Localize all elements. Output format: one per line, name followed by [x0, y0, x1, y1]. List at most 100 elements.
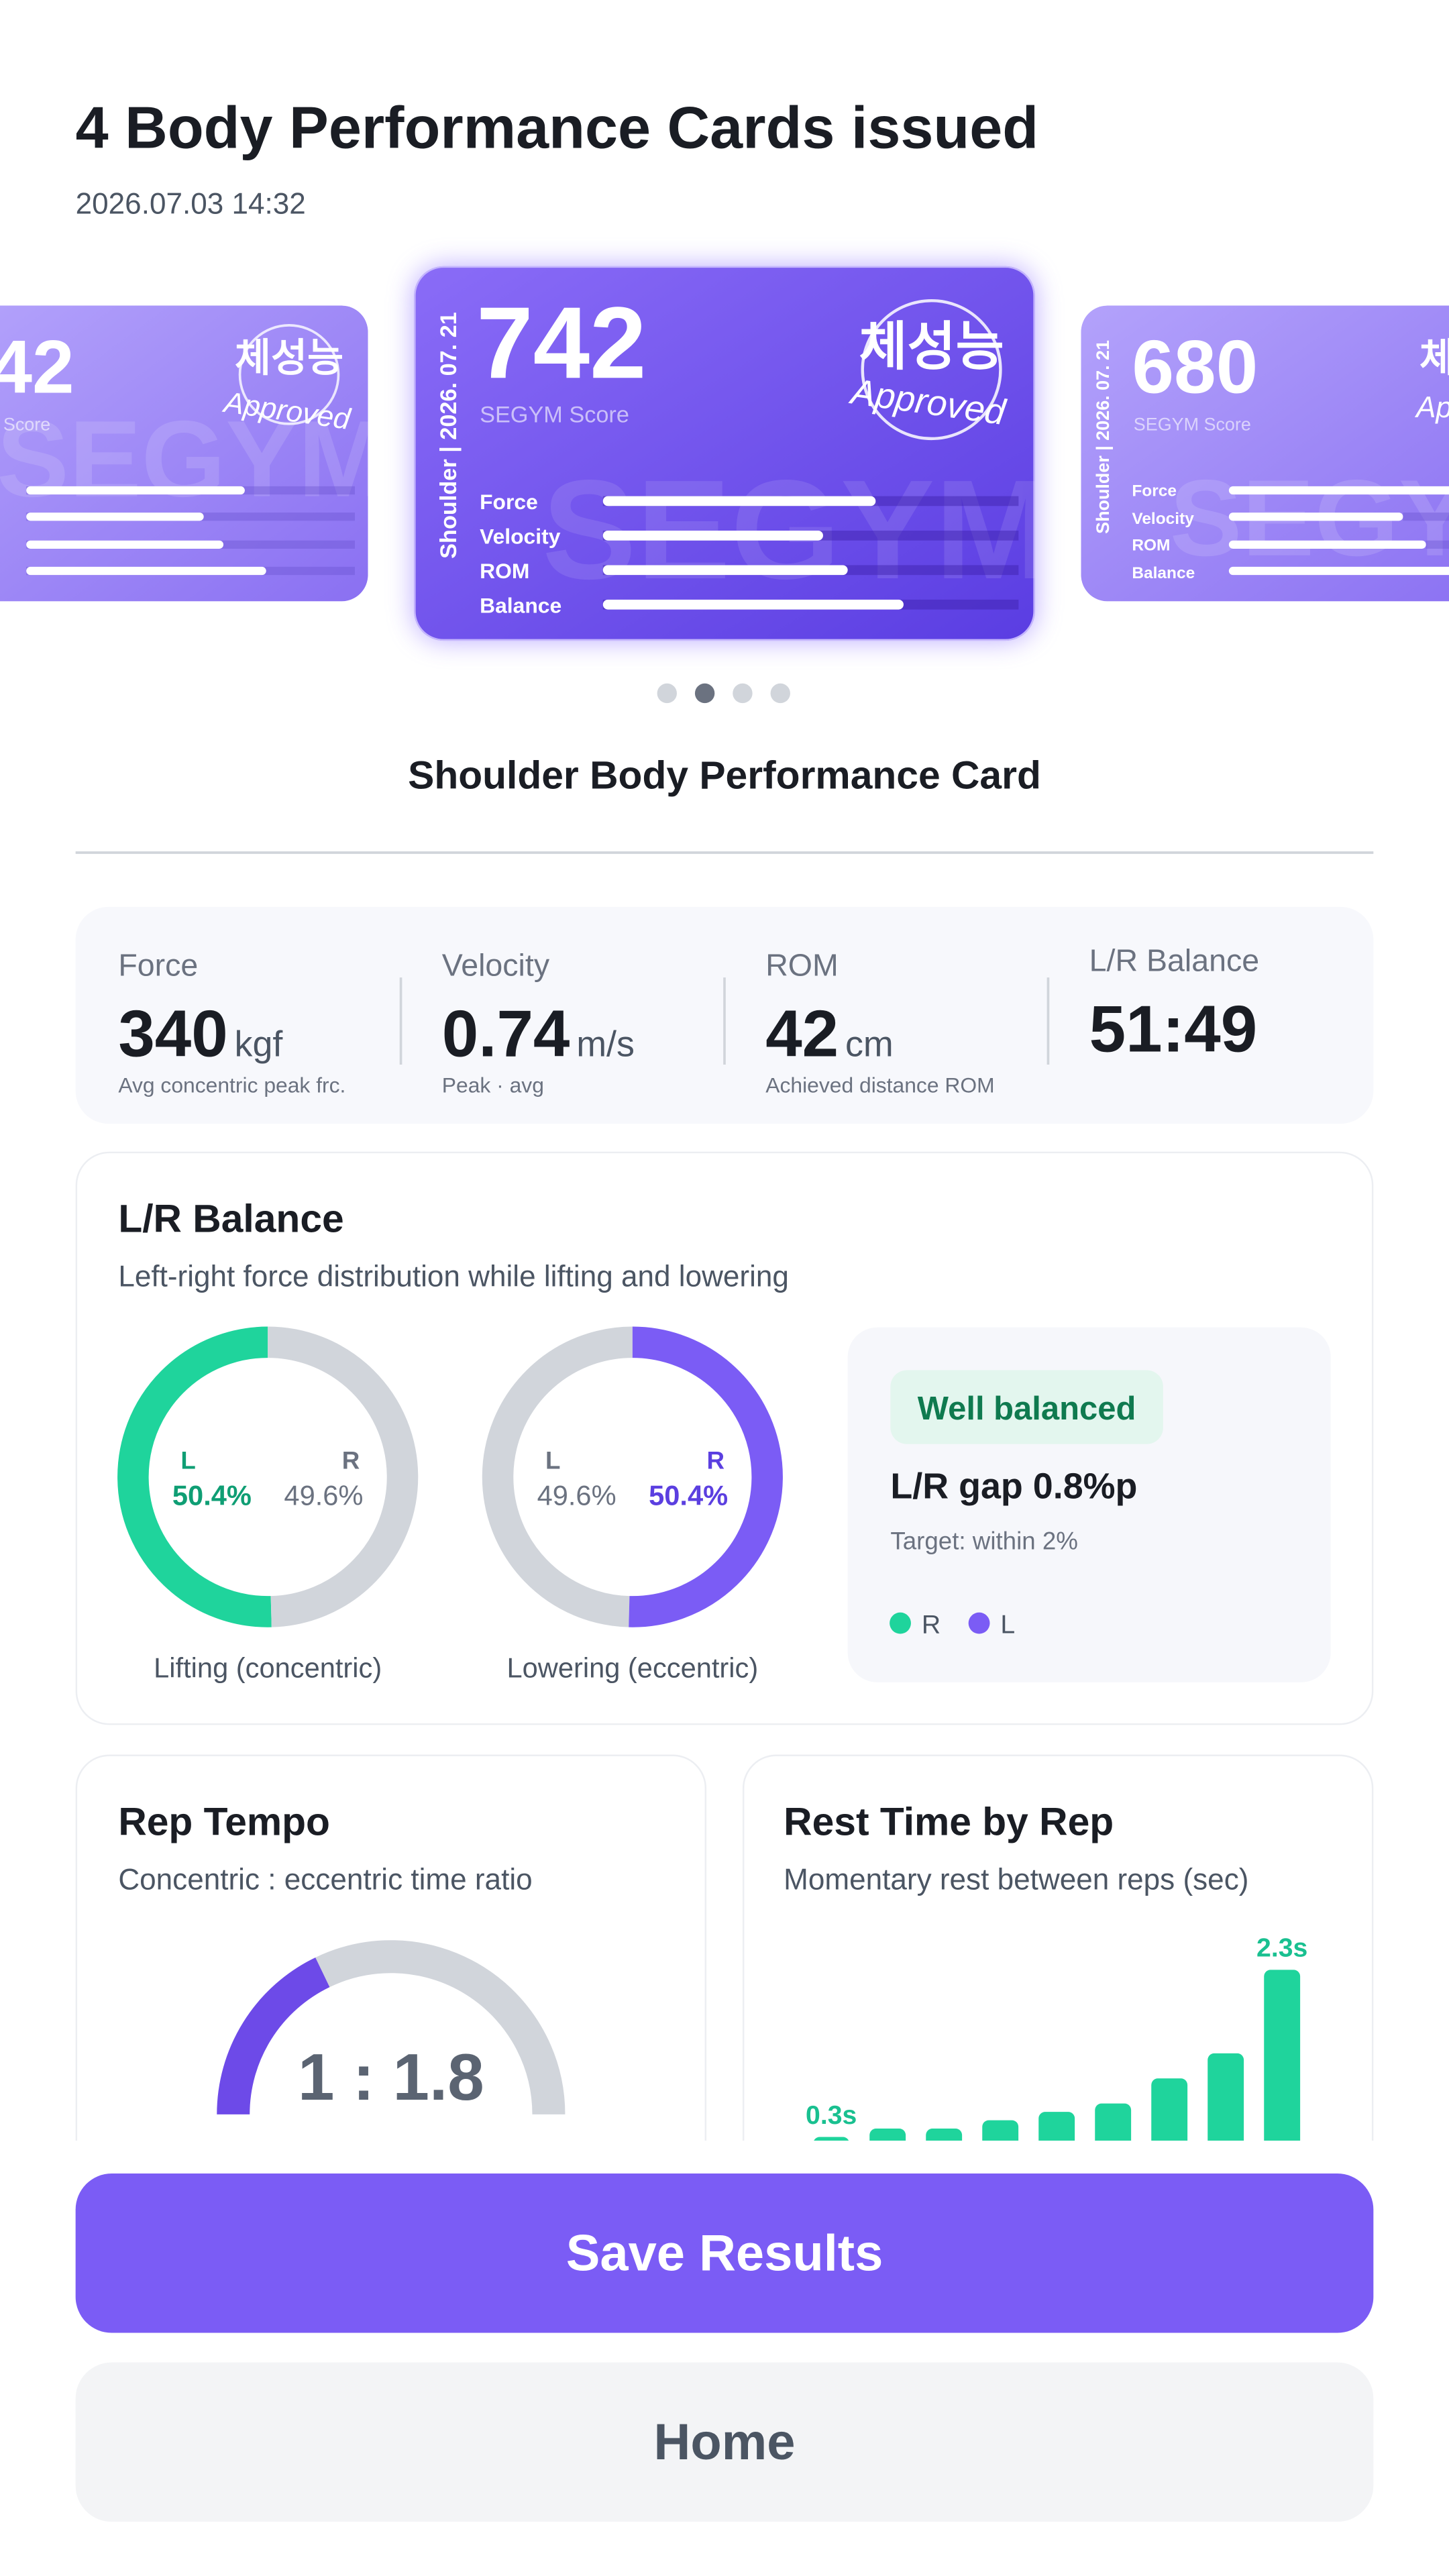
metric-number: 0.74 [442, 997, 570, 1071]
bar [814, 2137, 849, 2141]
card-name: Shoulder Body Performance Card [408, 754, 1041, 798]
score: 680 [1132, 324, 1258, 409]
metric-value: 42 cm [765, 997, 894, 1071]
donut-segment [482, 1326, 633, 1627]
rest-card [742, 1754, 1374, 2141]
score-label: SEGYM Score [1134, 415, 1251, 435]
bar [1264, 1970, 1301, 2141]
badge-text: Well balanced [918, 1391, 1136, 1427]
pagination [657, 683, 790, 704]
donut-category: R [342, 1446, 360, 1474]
bar [1038, 2112, 1075, 2141]
metric-label: Velocity [442, 948, 550, 983]
metric-number: 42 [765, 997, 839, 1071]
gauge-segment [315, 1940, 566, 2115]
legend-label: L [1000, 1610, 1015, 1639]
metric-label: L/R Balance [1089, 943, 1259, 977]
bar-label: 0.3s [806, 2101, 857, 2130]
metric-unit: cm [845, 1024, 894, 1065]
bar [982, 2120, 1019, 2141]
donut-value: 49.6% [537, 1479, 616, 1511]
bar [1208, 2053, 1244, 2141]
donut-segment [268, 1326, 419, 1627]
dot[interactable] [694, 683, 715, 704]
dot[interactable] [657, 683, 677, 704]
score-label: Score [3, 415, 50, 435]
dot[interactable] [770, 683, 790, 704]
metric-value: 340 kgf [118, 997, 283, 1071]
donut-segment [629, 1326, 783, 1627]
metric-note: Peak · avg [442, 1073, 544, 1097]
section-subtitle: Left-right force distribution while lift… [118, 1260, 789, 1293]
metric-dividers [399, 977, 1050, 1065]
section-subtitle: Momentary rest between reps (sec) [784, 1863, 1248, 1896]
legend-swatch [968, 1612, 990, 1634]
side-label: Shoulder | 2026. 07. 21 [1093, 340, 1113, 534]
metric-label: Force [118, 948, 198, 983]
section-title: Rep Tempo [118, 1801, 330, 1844]
target: Target: within 2% [890, 1527, 1078, 1554]
row-label: Force [1132, 482, 1177, 500]
watermark: SEGYM [0, 399, 388, 520]
card-center[interactable]: SEGYM Shoulder | 2026. 07. 21 742 SEGYM … [414, 266, 1053, 641]
gap: L/R gap 0.8%p [890, 1466, 1137, 1506]
row-label: ROM [1132, 536, 1170, 554]
score-label: SEGYM Score [480, 402, 629, 427]
score: 42 [0, 324, 74, 409]
watermark: SEGYM [542, 450, 1053, 608]
metric-number: 340 [118, 997, 227, 1071]
metric-label: ROM [765, 948, 839, 983]
bar-label: 2.3s [1256, 1934, 1307, 1963]
donut-value: 50.4% [172, 1479, 252, 1511]
metric-note: Avg concentric peak frc. [118, 1073, 345, 1097]
stamp: Ap [1414, 391, 1449, 424]
donut-category: L [545, 1446, 560, 1474]
bar [1095, 2103, 1132, 2141]
bar [869, 2129, 906, 2141]
row-label: Velocity [1132, 510, 1194, 528]
card-right[interactable]: SEGYM Shoulder | 2026. 07. 21 680 SEGYM … [1081, 305, 1449, 602]
stamp: 체성능 [859, 317, 1004, 376]
metric-unit: m/s [576, 1024, 635, 1065]
metric-note: Achieved distance ROM [765, 1073, 994, 1097]
timestamp: 2026.07.03 14:32 [76, 187, 306, 220]
bar [926, 2129, 963, 2141]
metric-value: 0.74 m/s [442, 997, 635, 1071]
bars [1228, 486, 1449, 576]
stamp: 체 [1419, 336, 1449, 380]
legend-swatch [890, 1612, 911, 1634]
stamp: 체성능 [235, 336, 343, 380]
donut-caption: Lowering (eccentric) [506, 1652, 758, 1683]
bars [26, 486, 355, 576]
legend-label: R [922, 1610, 941, 1639]
section-title: L/R Balance [118, 1197, 343, 1241]
row-label: Balance [480, 593, 561, 617]
bar [1151, 2078, 1188, 2141]
home-label: Home [654, 2414, 796, 2471]
donut-category: L [180, 1446, 195, 1474]
row-label: Force [480, 490, 538, 514]
side-label: Shoulder | 2026. 07. 21 [436, 312, 462, 559]
donut-value: 49.6% [284, 1479, 363, 1511]
row-label: Velocity [480, 525, 561, 549]
row-label: ROM [480, 559, 529, 583]
donut-caption: Lifting (concentric) [154, 1652, 382, 1683]
section-title: Rest Time by Rep [784, 1801, 1114, 1844]
card-left[interactable]: SEGYM 42 Score 체성능 Approved [0, 305, 388, 602]
home-button[interactable] [75, 2362, 1374, 2522]
badge [890, 1370, 1163, 1444]
dot[interactable] [733, 683, 753, 704]
donut-value: 50.4% [649, 1479, 728, 1511]
donut-category: R [706, 1446, 724, 1474]
save-label: Save Results [566, 2224, 883, 2282]
gauge-segment [217, 1957, 330, 2115]
section-subtitle: Concentric : eccentric time ratio [118, 1863, 532, 1896]
save-button[interactable] [75, 2174, 1374, 2333]
metric-unit: kgf [235, 1024, 284, 1065]
donut-segment [117, 1326, 272, 1627]
title: 4 Body Performance Cards issued [76, 94, 1039, 160]
bars [602, 496, 1019, 610]
metric-value: 51:49 [1089, 991, 1258, 1065]
score: 742 [476, 286, 646, 400]
